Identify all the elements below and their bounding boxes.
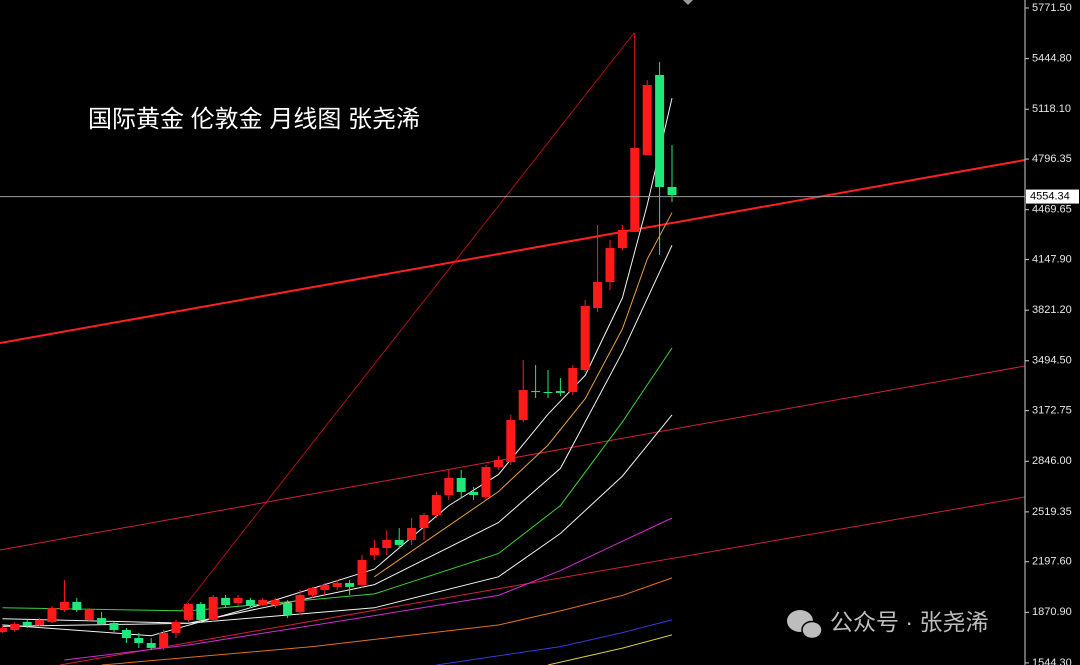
candle-body <box>456 477 466 492</box>
moving-average <box>374 212 673 578</box>
y-tick-label: 2846.00 <box>1032 455 1072 467</box>
candle-body <box>493 460 503 467</box>
candle-body <box>35 619 45 626</box>
candle-body <box>134 638 144 643</box>
candle-body <box>159 632 169 648</box>
y-tick-label: 5771.50 <box>1032 2 1072 14</box>
candle-body <box>518 389 528 421</box>
y-tick-label: 4796.35 <box>1032 153 1072 165</box>
y-tick-label: 2197.60 <box>1032 556 1072 568</box>
moving-average <box>547 634 673 665</box>
candle-body <box>605 248 615 282</box>
candle-body <box>270 599 280 606</box>
candle-body <box>84 609 94 620</box>
y-tick-label: 2519.35 <box>1032 506 1072 518</box>
candle-body <box>481 466 491 498</box>
candle-body <box>407 528 417 540</box>
moving-average <box>2 414 673 627</box>
last-price-label: 4554.34 <box>1030 190 1070 202</box>
candle-body <box>208 596 218 620</box>
candle-body <box>580 306 590 370</box>
candle-body <box>233 597 243 604</box>
candle-body <box>22 621 32 626</box>
last-price-box <box>1026 189 1079 204</box>
y-tick-label: 4469.65 <box>1032 204 1072 216</box>
candle-body <box>47 607 57 622</box>
candle-body <box>221 597 231 606</box>
y-tick-label: 3494.50 <box>1032 355 1072 367</box>
candle-body <box>245 599 255 606</box>
candle-body <box>357 559 367 586</box>
watermark-text: 公众号 · 张尧浠 <box>830 609 988 635</box>
candle-body <box>258 599 268 606</box>
candle-body <box>59 601 69 610</box>
candle-body <box>0 627 7 632</box>
candle-body <box>121 629 131 639</box>
candle-body <box>72 601 82 610</box>
candle-body <box>196 603 206 620</box>
trendline <box>59 496 1026 665</box>
candle-body <box>655 74 665 188</box>
candle-body <box>531 391 541 393</box>
candle-body <box>345 583 355 587</box>
trendline <box>0 159 1026 344</box>
candle-body <box>630 147 640 232</box>
candle-body <box>382 539 392 549</box>
candle-body <box>332 583 342 587</box>
wechat-icon <box>801 620 823 640</box>
chart-title: 国际黄金 伦敦金 月线图 张尧浠 <box>88 106 420 133</box>
y-tick-label: 4147.90 <box>1032 253 1072 265</box>
moving-average <box>64 517 673 661</box>
candle-body <box>506 420 516 463</box>
candle-body <box>10 623 20 630</box>
y-tick-label: 1870.90 <box>1032 606 1072 618</box>
candle-body <box>568 367 578 392</box>
y-tick-label: 5444.80 <box>1032 53 1072 65</box>
y-tick-label: 5118.10 <box>1032 103 1071 115</box>
y-tick-label: 1544.30 <box>1032 657 1072 665</box>
candle-body <box>431 495 441 516</box>
candle-body <box>295 594 305 613</box>
candle-body <box>394 539 404 545</box>
candle-body <box>667 187 677 196</box>
candle-body <box>593 281 603 309</box>
candle-body <box>183 603 193 620</box>
candle-body <box>109 623 119 630</box>
candle-body <box>283 603 293 615</box>
candle-body <box>555 391 565 393</box>
candle-body <box>617 229 627 249</box>
candle-body <box>320 585 330 591</box>
y-tick-label: 3821.20 <box>1032 304 1072 316</box>
candle-body <box>444 477 454 496</box>
candle-body <box>419 515 429 529</box>
candle-body <box>171 621 181 633</box>
marker <box>683 0 693 5</box>
trendline <box>179 32 635 613</box>
moving-average <box>101 577 673 665</box>
candle-body <box>146 642 156 648</box>
candle-body <box>307 587 317 595</box>
candle-body <box>543 391 553 393</box>
candle-body <box>369 548 379 555</box>
moving-average <box>436 619 673 665</box>
watermark: 公众号 · 张尧浠 <box>787 609 988 640</box>
y-tick-label: 3172.75 <box>1032 405 1072 417</box>
plot <box>0 33 1025 665</box>
candle-body <box>97 618 107 624</box>
candle-body <box>469 491 479 496</box>
candle-body <box>642 85 652 155</box>
